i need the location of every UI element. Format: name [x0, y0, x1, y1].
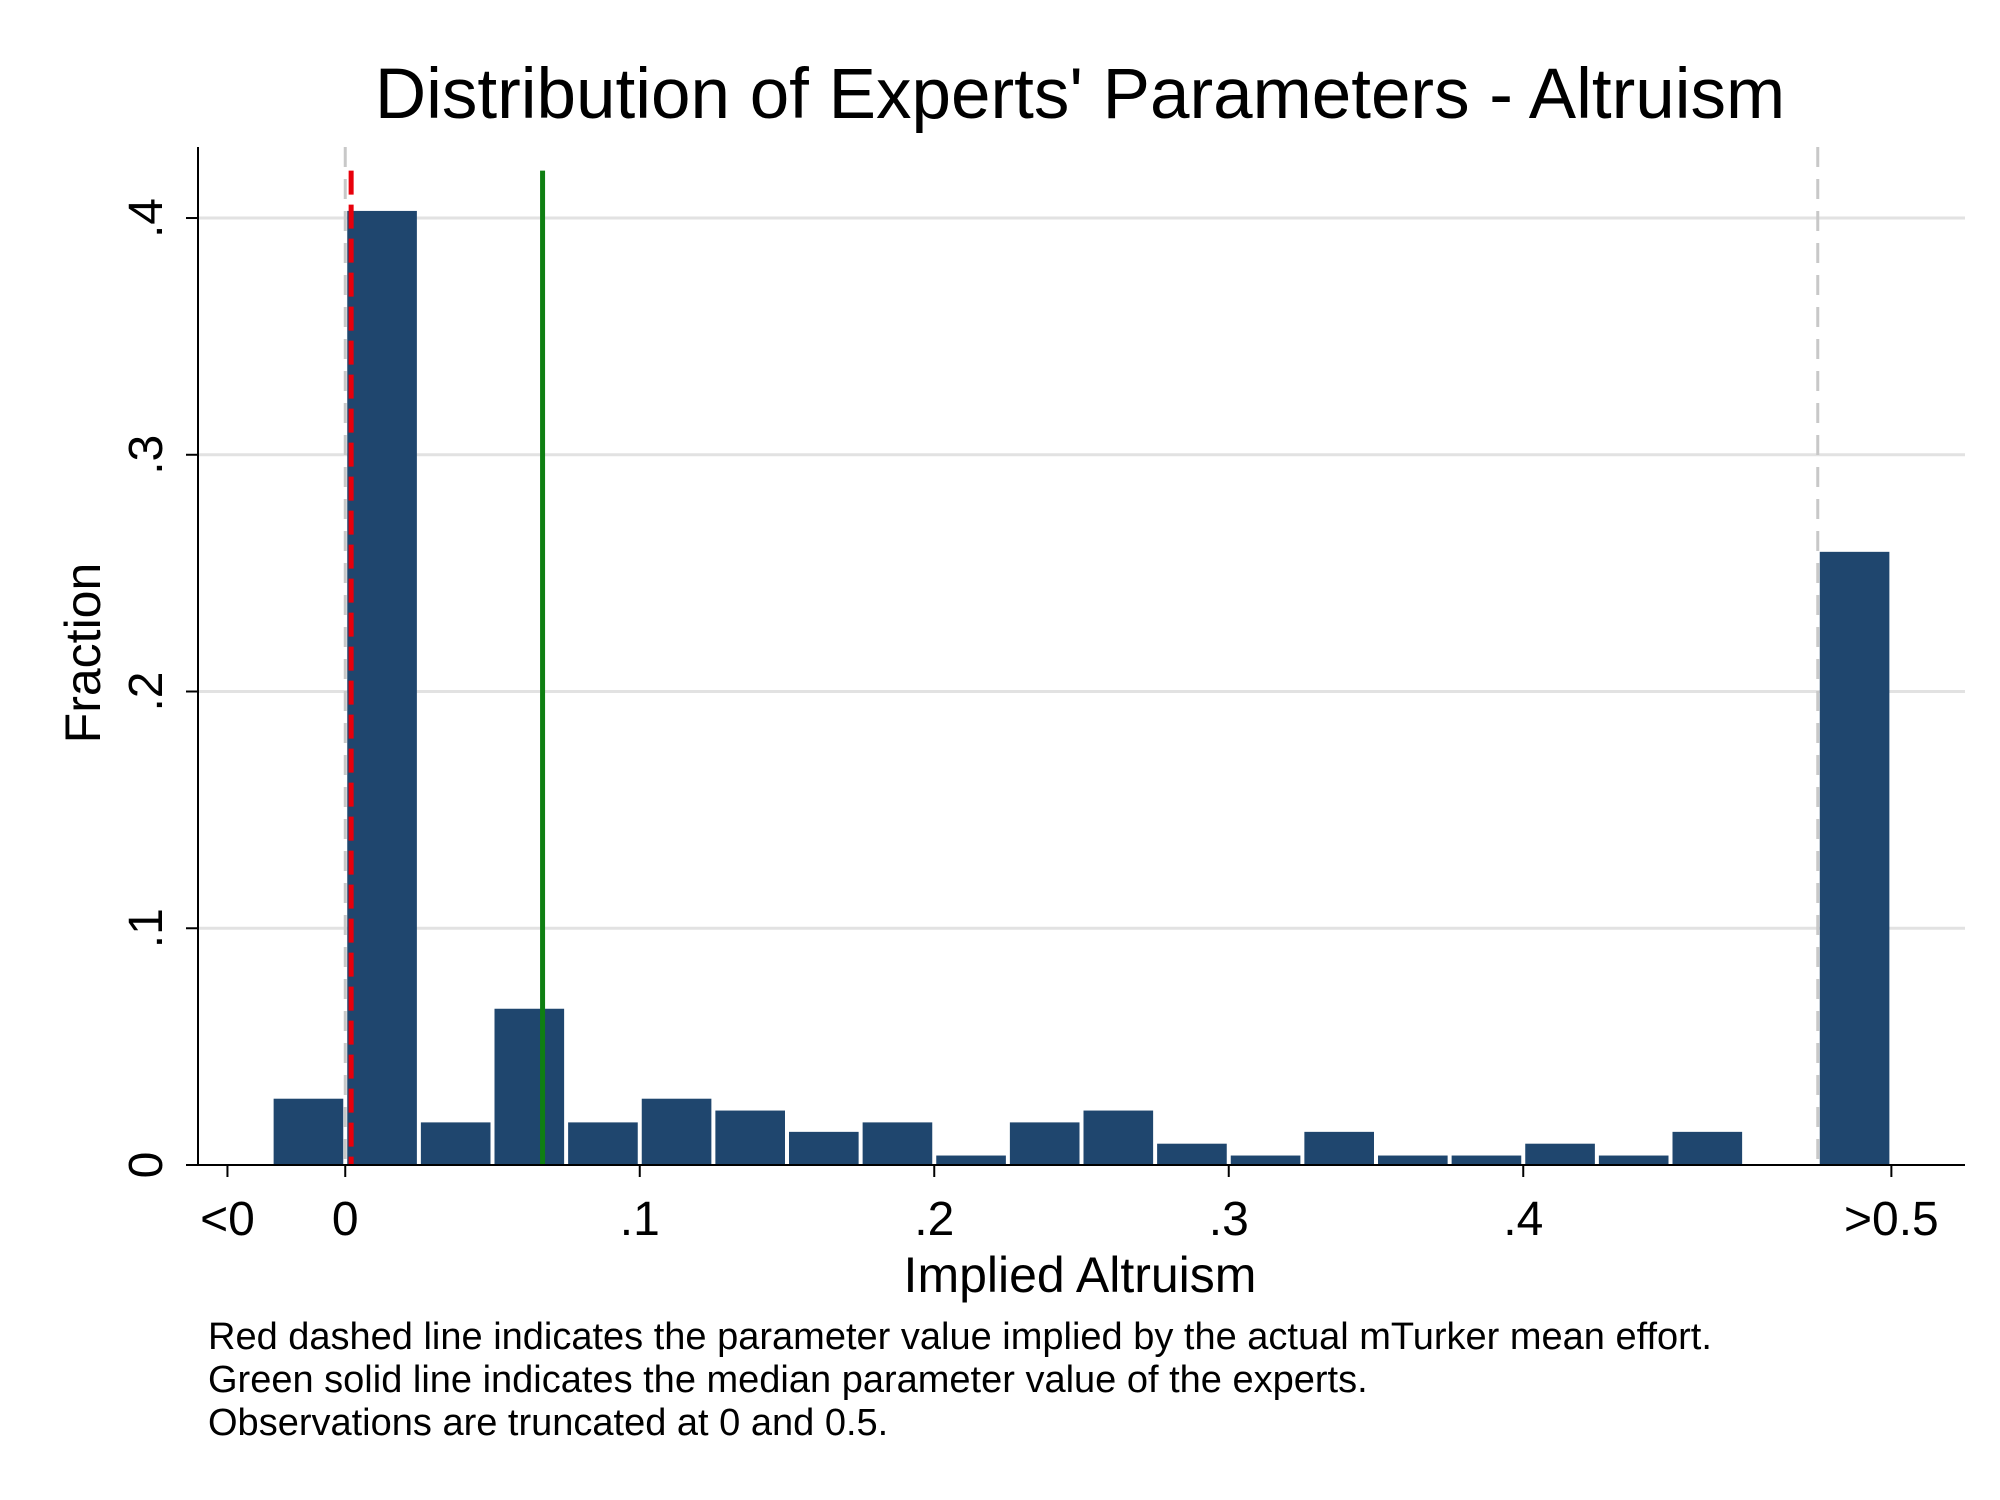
histogram-bar: [347, 210, 417, 1166]
histogram-bars: [273, 210, 1890, 1166]
x-axis-label: Implied Altruism: [904, 1247, 1257, 1303]
x-tick-label: 0: [332, 1193, 359, 1246]
histogram-bar: [494, 1008, 565, 1165]
histogram-bar: [1525, 1143, 1595, 1165]
histogram-bar: [1009, 1122, 1080, 1165]
histogram-bar: [1672, 1131, 1743, 1165]
histogram-bar: [715, 1110, 785, 1165]
x-tick-label: >0.5: [1844, 1193, 1939, 1246]
axes: [197, 147, 1965, 1166]
histogram-bar: [273, 1098, 344, 1165]
histogram-bar: [1598, 1155, 1669, 1165]
note-green-solid-line: Green solid line indicates the median pa…: [208, 1359, 1368, 1401]
histogram-bar: [789, 1131, 859, 1165]
histogram-bar: [1378, 1155, 1448, 1165]
grid-lines: [198, 216, 1965, 930]
axis-ticks: 0 .1 .2 .3 .4 <0 0 .1 .2 .3 .4 >0.5: [120, 198, 1939, 1246]
y-tick-label: .2: [120, 671, 173, 711]
y-tick-label: .1: [120, 908, 173, 948]
truncation-lines: [343, 147, 1820, 1165]
histogram-bar: [1083, 1110, 1154, 1165]
x-tick-label: .4: [1503, 1193, 1543, 1246]
histogram-bar: [1230, 1155, 1301, 1165]
x-tick-label: .3: [1209, 1193, 1249, 1246]
x-tick-label: <0: [200, 1193, 255, 1246]
chart-title: Distribution of Experts' Parameters - Al…: [375, 55, 1785, 134]
y-tick-label: 0: [120, 1152, 173, 1179]
y-axis-label: Fraction: [55, 563, 111, 744]
histogram-bar: [1451, 1155, 1522, 1165]
histogram-bar: [862, 1122, 933, 1165]
histogram-bar: [641, 1098, 712, 1165]
note-truncation: Observations are truncated at 0 and 0.5.: [208, 1402, 889, 1444]
x-tick-label: .2: [914, 1193, 954, 1246]
y-tick-label: .4: [120, 198, 173, 238]
histogram-bar: [936, 1155, 1006, 1165]
histogram-bar: [420, 1122, 491, 1165]
histogram-bar: [1304, 1131, 1374, 1165]
histogram-bar: [1157, 1143, 1227, 1165]
reference-lines: [348, 170, 546, 1165]
x-tick-label: .1: [620, 1193, 660, 1246]
y-tick-label: .3: [120, 435, 173, 475]
histogram-bar: [568, 1122, 638, 1165]
chart-notes: Red dashed line indicates the parameter …: [208, 1316, 1712, 1445]
histogram-bar: [1819, 551, 1890, 1165]
note-red-dashed-line: Red dashed line indicates the parameter …: [208, 1316, 1712, 1358]
